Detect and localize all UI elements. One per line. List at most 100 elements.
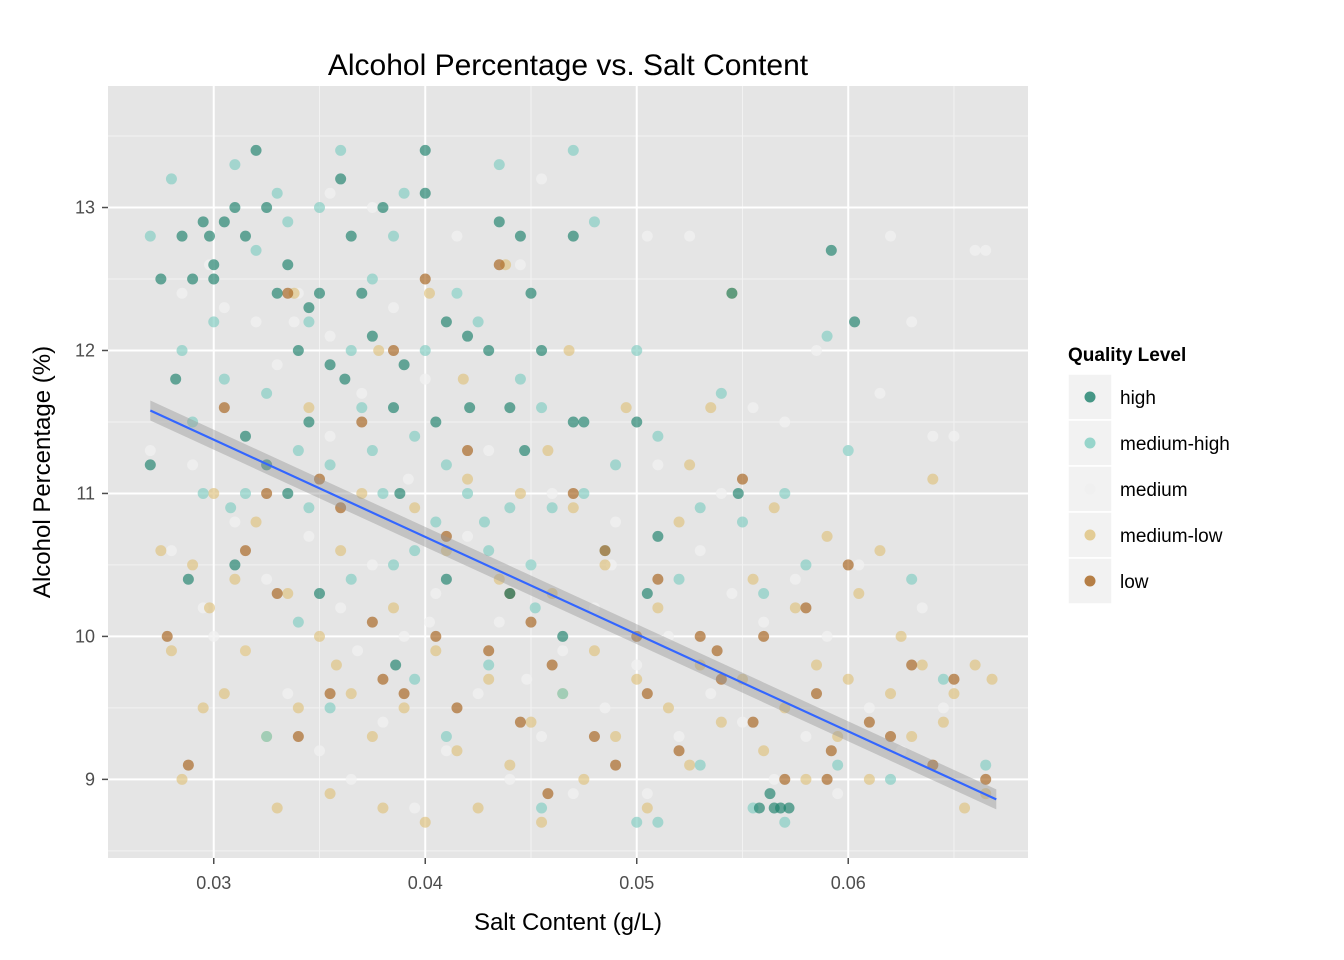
data-point-medium-high [366,445,378,457]
y-axis-title: Alcohol Percentage (%) [29,346,56,598]
data-point-medium-low [578,773,590,785]
data-point-medium-low [218,688,230,700]
data-point-medium [567,788,579,800]
data-point-medium-low [398,702,410,714]
data-point-medium [980,244,992,256]
data-point-high [239,230,251,242]
data-point-medium [874,387,886,399]
data-point-medium [356,387,368,399]
data-point-medium-high [514,373,526,385]
data-point-medium [906,316,918,328]
data-point-medium-low [641,802,653,814]
data-point-medium [313,745,325,757]
data-point-high [388,402,400,414]
data-point-medium-low [853,588,865,600]
data-point-high [519,445,531,457]
data-point-medium-high [906,573,918,585]
data-point-medium-low [779,702,791,714]
data-point-medium-low [948,688,960,700]
data-point-medium-low [567,502,579,514]
data-point-medium-high [694,502,706,514]
data-point-low [271,588,283,600]
data-point-medium [610,516,622,528]
data-point-low [711,645,723,657]
data-point-medium-low [610,730,622,742]
data-point-low [599,545,611,557]
data-point-medium-high [229,159,241,171]
data-point-low [821,773,833,785]
data-point-medium-low [842,673,854,685]
data-point-medium-low [250,516,262,528]
data-point-medium-high [388,559,400,571]
data-point-high [261,202,273,214]
data-point-medium-high [292,445,304,457]
data-point-medium-low [313,630,325,642]
data-point-high [493,216,505,228]
data-point-medium-low [356,487,368,499]
x-tick-label: 0.06 [831,873,866,893]
data-point-medium-high [779,487,791,499]
data-point-medium-high [483,659,495,671]
data-point-low [758,630,770,642]
data-point-medium-low [514,487,526,499]
data-point-medium-low [599,559,611,571]
data-point-low [641,688,653,700]
data-point-medium [705,688,717,700]
plot-panel [108,86,1028,858]
data-point-medium-high [419,344,431,356]
data-point-medium-low [885,688,897,700]
data-point-high [377,202,389,214]
data-point-medium [282,688,294,700]
data-point-medium [165,545,177,557]
data-point-medium [187,459,199,471]
data-point-high [208,259,220,271]
data-point-medium-low [345,688,357,700]
data-point-medium-low [423,287,435,299]
data-point-medium-low [373,344,385,356]
data-point-medium-low [620,402,632,414]
data-point-high [849,316,861,328]
data-point-medium-high [578,487,590,499]
legend-label-medium-high: medium-high [1120,434,1230,455]
data-point-medium [303,530,315,542]
data-point-medium-low [292,702,304,714]
data-point-low [366,616,378,628]
data-point-high [335,173,347,185]
legend: Quality Level high medium-high medium mediu… [1067,345,1230,605]
data-point-high [390,659,402,671]
data-point-medium [419,373,431,385]
data-point-low [736,473,748,485]
data-point-medium-high [800,559,812,571]
data-point-medium [694,545,706,557]
data-point-medium [250,316,262,328]
data-point-medium-high [409,673,421,685]
x-tick-label: 0.03 [196,873,231,893]
data-point-high [567,230,579,242]
data-point-medium [324,330,336,342]
data-point-medium-high [409,430,421,442]
data-point-medium-high [144,230,156,242]
data-point-medium [536,730,548,742]
data-point-high [303,416,315,428]
data-point-medium-high [165,173,177,185]
data-point-low [182,759,194,771]
y-tick-label: 13 [75,198,95,218]
data-point-medium [715,487,727,499]
data-point-high [182,573,194,585]
chart-title: Alcohol Percentage vs. Salt Content [328,49,809,82]
data-point-medium-high [261,387,273,399]
data-point-medium-high [303,316,315,328]
data-point-low [948,673,960,685]
data-point-medium-high [673,573,685,585]
data-point-high [775,802,787,814]
data-point-medium-low [800,773,812,785]
data-point-medium [948,430,960,442]
data-point-medium-low [239,645,251,657]
data-point-medium-high [282,216,294,228]
data-point-medium-high [842,445,854,457]
data-point-medium-low [747,573,759,585]
data-point-low [398,688,410,700]
data-point-medium-low [969,659,981,671]
data-point-high [504,588,516,600]
data-point-low [377,673,389,685]
